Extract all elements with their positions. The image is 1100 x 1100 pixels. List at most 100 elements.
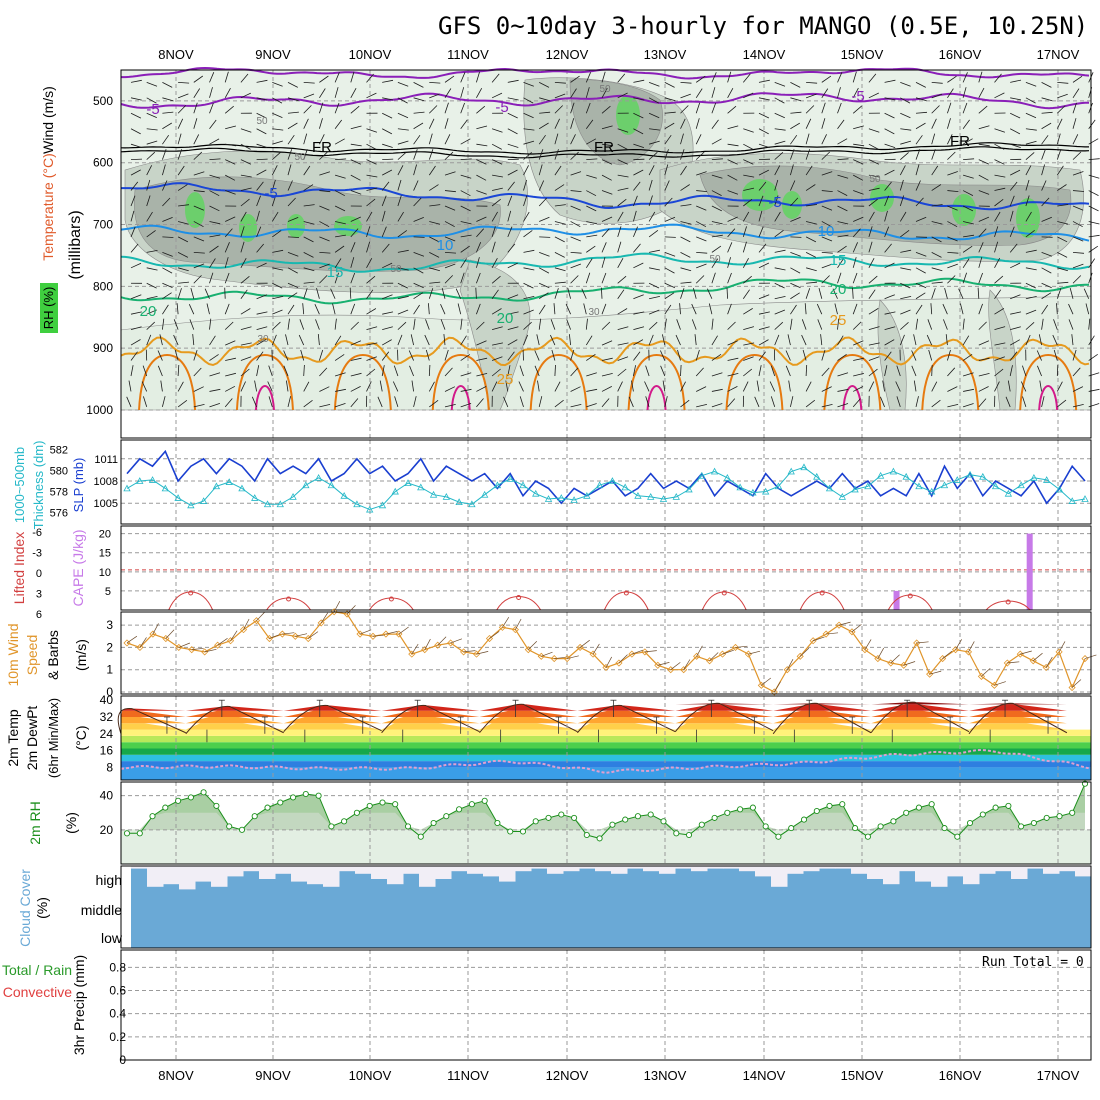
wind-barb bbox=[350, 372, 362, 377]
wind-barb bbox=[790, 134, 798, 145]
wind-barb bbox=[225, 174, 236, 181]
thickness-point bbox=[813, 472, 821, 480]
wind-speed-point bbox=[977, 672, 985, 680]
wind-barb bbox=[586, 403, 597, 408]
isotherm-label: 20 bbox=[497, 310, 514, 327]
wind-tick: 2 bbox=[106, 640, 113, 654]
wind-barb bbox=[994, 289, 1002, 299]
wind-barb bbox=[428, 149, 434, 160]
wind-barb bbox=[1056, 118, 1063, 129]
wind-barb bbox=[947, 367, 956, 377]
wind-barb bbox=[1088, 138, 1099, 145]
wind-barb bbox=[1020, 381, 1027, 392]
wind-barb bbox=[868, 342, 880, 346]
wind-barb bbox=[507, 143, 519, 148]
panel-frame bbox=[120, 695, 1092, 781]
wind-speed-point bbox=[848, 628, 856, 636]
wind-barb bbox=[489, 631, 500, 639]
date-label: 12NOV bbox=[546, 1068, 589, 1083]
thickness-point bbox=[148, 476, 157, 483]
wind-barb bbox=[539, 251, 550, 257]
wind-barb bbox=[711, 158, 723, 161]
wind-barb bbox=[790, 111, 802, 114]
wind-barb bbox=[1068, 303, 1074, 315]
wind-speed-point bbox=[278, 630, 286, 638]
wind-barb bbox=[711, 272, 716, 284]
wind-barb bbox=[224, 228, 233, 238]
wind-barb bbox=[429, 105, 438, 114]
wind-barb bbox=[287, 304, 295, 315]
wind-barb bbox=[774, 195, 779, 207]
wind-barb bbox=[581, 288, 587, 299]
wind-barb bbox=[178, 204, 190, 207]
wind-barb bbox=[852, 242, 858, 253]
wind-barb bbox=[1072, 88, 1080, 99]
wind-barb bbox=[256, 226, 262, 238]
wind-barb bbox=[900, 152, 909, 160]
wind-barb bbox=[162, 82, 173, 88]
wind-speed-point bbox=[731, 643, 740, 651]
wind-barb bbox=[585, 258, 593, 269]
wind-barb bbox=[393, 365, 399, 377]
wind-barb bbox=[460, 403, 472, 408]
wind-barb bbox=[366, 128, 378, 133]
wind-barb bbox=[743, 143, 754, 150]
wind-barb bbox=[350, 216, 361, 222]
wind-barb bbox=[899, 211, 907, 222]
wind-barb bbox=[130, 226, 136, 238]
wind-barb bbox=[1010, 311, 1022, 315]
wind-barb bbox=[256, 365, 260, 377]
wind-barb bbox=[320, 612, 328, 624]
temperature-fill bbox=[773, 723, 872, 730]
wind-barb bbox=[821, 102, 826, 114]
lifted-index-line bbox=[496, 595, 542, 611]
temperature-band bbox=[121, 754, 1091, 762]
wind-barb bbox=[1025, 195, 1030, 207]
thickness-point bbox=[123, 484, 131, 492]
thickness-point bbox=[570, 496, 578, 503]
temperature-line bbox=[772, 702, 872, 735]
slp-axis-label: SLP (mb) bbox=[71, 458, 86, 513]
wind-barb bbox=[428, 118, 435, 129]
wind-barb bbox=[1041, 282, 1052, 289]
wind-barb bbox=[334, 245, 345, 253]
wind-barb bbox=[460, 335, 467, 346]
wind-barb bbox=[617, 381, 623, 392]
wind-barb bbox=[225, 357, 236, 361]
wind-barb bbox=[209, 174, 221, 179]
panel-bg bbox=[121, 440, 1091, 524]
wind-barb bbox=[821, 118, 826, 129]
temperature-line bbox=[674, 702, 774, 733]
wind-barb bbox=[554, 105, 563, 114]
wind-barb bbox=[617, 198, 627, 207]
wind-barb bbox=[931, 93, 943, 99]
cloud-clear-cell bbox=[579, 866, 596, 869]
wind-barb bbox=[146, 309, 157, 315]
wind-barb bbox=[130, 195, 136, 207]
thickness-point bbox=[391, 487, 399, 495]
wind-barb bbox=[931, 133, 936, 145]
wind-barb bbox=[240, 241, 245, 253]
rh-point bbox=[877, 823, 884, 830]
wind-barb bbox=[319, 275, 328, 284]
wind-barb bbox=[476, 357, 488, 361]
wind-barb bbox=[240, 258, 247, 269]
wind-barb bbox=[174, 349, 179, 361]
wind-speed-point bbox=[1068, 683, 1076, 692]
wind-barb bbox=[790, 180, 796, 191]
wind-barb bbox=[1041, 267, 1052, 274]
wind-barb bbox=[256, 339, 267, 346]
wind-barb bbox=[366, 92, 377, 99]
wind-barb bbox=[617, 226, 622, 238]
date-label: 8NOV bbox=[158, 1068, 194, 1083]
wind-barb bbox=[193, 236, 205, 242]
wind-barb bbox=[177, 105, 187, 114]
temperature-line bbox=[185, 705, 284, 735]
wind-barb bbox=[1072, 236, 1084, 242]
cloud-clear-cell bbox=[211, 866, 228, 887]
wind-barb bbox=[837, 221, 849, 225]
temperature-fill bbox=[871, 702, 969, 705]
cloud-clear-cell bbox=[243, 866, 260, 872]
